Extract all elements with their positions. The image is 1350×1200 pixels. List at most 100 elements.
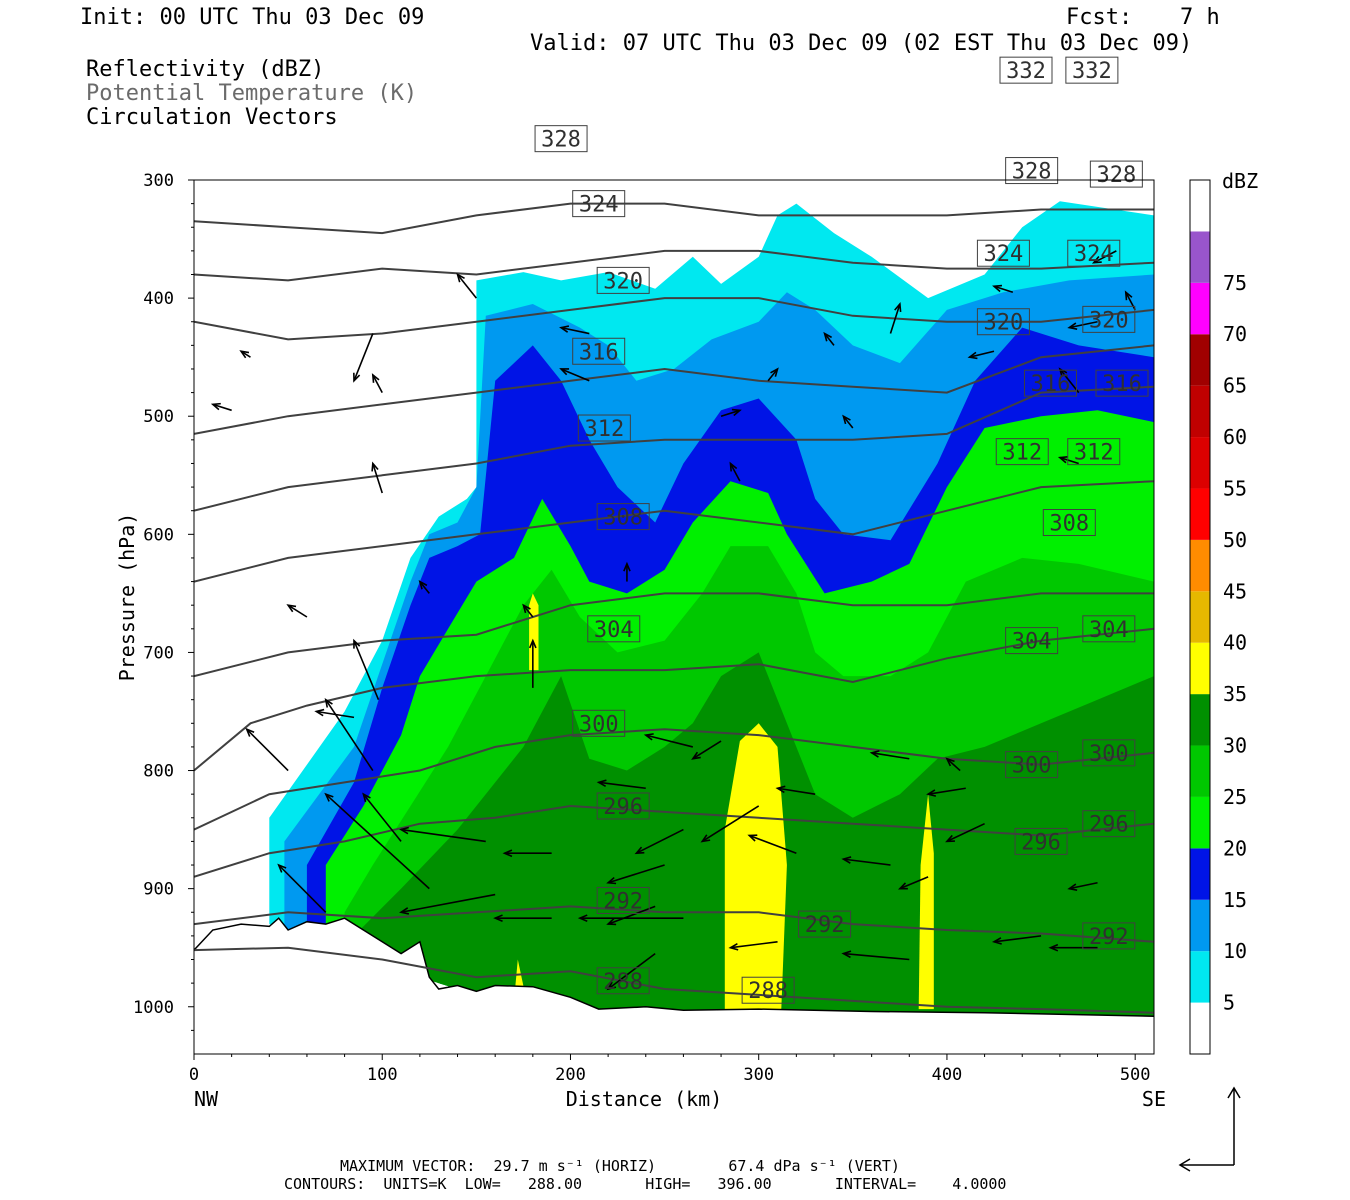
theta-label: 320 <box>603 269 643 294</box>
circulation-vector <box>1058 367 1080 394</box>
theta-contour-312 <box>194 480 1154 583</box>
y-tick-label: 500 <box>143 407 174 427</box>
forecast-label: Fcst: <box>1066 5 1133 30</box>
vector-shaft <box>729 463 741 482</box>
vector-head <box>577 914 588 923</box>
vector-shaft <box>969 350 995 358</box>
vector-head <box>634 846 645 855</box>
circulation-vector <box>767 367 779 382</box>
theta-label: 296 <box>1021 830 1061 855</box>
theta-label: 304 <box>594 618 634 643</box>
vector-head <box>528 638 537 649</box>
vector-shaft <box>522 604 534 618</box>
colorbar-box <box>1190 334 1210 386</box>
circulation-vector <box>841 856 891 866</box>
vector-shaft <box>353 640 380 700</box>
vector-head <box>418 579 428 590</box>
x-tick-label: 200 <box>555 1065 586 1085</box>
vector-head <box>643 733 654 741</box>
theta-label-box <box>1023 369 1077 397</box>
vector-shaft <box>1093 250 1117 264</box>
theta-label: 292 <box>603 889 643 914</box>
vector-head <box>286 604 297 613</box>
plot-frame <box>193 179 1155 1055</box>
colorbar-box <box>1190 1002 1210 1054</box>
circulation-vector <box>210 402 232 412</box>
vector-head <box>502 849 513 858</box>
y-tick-label: 700 <box>143 643 174 663</box>
theta-label: 332 <box>1072 59 1112 84</box>
circulation-vector <box>353 638 380 700</box>
colorbar-box <box>1190 951 1210 1003</box>
theta-label-box <box>572 709 626 737</box>
circulation-vector <box>1091 250 1117 264</box>
vector-shaft <box>1125 291 1136 311</box>
theta-label-box <box>1014 827 1068 855</box>
vector-head <box>841 856 852 864</box>
colorbar-level-label: 25 <box>1223 785 1247 809</box>
theta-label-box <box>596 503 650 531</box>
contours-note: CONTOURS: UNITS=K LOW= 288.00 HIGH= 396.… <box>284 1175 1007 1193</box>
circulation-vector <box>897 876 929 890</box>
field-theta: Potential Temperature (K) <box>86 81 418 106</box>
vector-scale-icon <box>1178 1086 1241 1172</box>
circulation-vector <box>362 792 402 842</box>
theta-label-box <box>596 967 650 995</box>
theta-contour-316 <box>194 385 1154 512</box>
theta-label-box <box>1082 615 1136 643</box>
theta-label: 308 <box>1049 512 1089 537</box>
colorbar-box <box>1190 539 1210 592</box>
vector-head <box>1057 455 1068 464</box>
colorbar-box <box>1190 180 1210 232</box>
vector-head <box>823 331 832 342</box>
vector-shaft <box>1069 320 1098 329</box>
circulation-vector <box>992 284 1014 293</box>
vector-shaft <box>927 787 966 795</box>
x-tick-label: 300 <box>743 1065 774 1085</box>
terrain-layer <box>194 917 1154 1054</box>
vector-shaft <box>372 374 383 393</box>
vector-head <box>1058 367 1068 377</box>
vector-shaft <box>400 893 496 914</box>
vector-head <box>324 792 334 802</box>
circulation-vector <box>775 785 816 795</box>
vector-head <box>456 272 465 283</box>
theta-label-box <box>999 56 1053 84</box>
vector-head <box>869 750 880 758</box>
theta-contour-320 <box>194 344 1154 435</box>
colorbar-level-label: 55 <box>1223 476 1247 500</box>
x-right-label: SE <box>1142 1087 1166 1111</box>
theta-label-box <box>1082 922 1136 950</box>
circulation-vector <box>577 914 684 923</box>
y-tick-label: 600 <box>143 525 174 545</box>
circulation-vector <box>1067 320 1098 330</box>
vector-head <box>314 708 325 717</box>
field-vectors: Circulation Vectors <box>86 105 338 130</box>
vector-shaft <box>1059 368 1080 394</box>
colorbar-box <box>1190 848 1210 900</box>
circulation-vector <box>1057 455 1079 465</box>
below-ground-mask <box>194 918 1154 1054</box>
vector-head <box>522 603 531 614</box>
vector-head <box>775 785 786 794</box>
vector-shaft <box>701 805 760 843</box>
vector-shaft <box>353 333 374 382</box>
theta-label-box <box>596 266 650 294</box>
circulation-vector <box>277 863 327 913</box>
theta-label-box <box>534 125 588 153</box>
theta-label: 292 <box>1089 925 1129 950</box>
vector-head <box>559 325 570 333</box>
circulation-vector <box>634 828 684 855</box>
vector-head <box>747 834 758 842</box>
init-time: Init: 00 UTC Thu 03 Dec 09 <box>80 5 425 30</box>
vector-head <box>770 367 779 377</box>
colorbar-level-label: 70 <box>1223 322 1247 346</box>
colorbar-box <box>1190 282 1210 335</box>
vector-shaft <box>1059 456 1079 465</box>
theta-label-box <box>1067 438 1121 466</box>
reflectivity-region-35dbz <box>529 593 539 671</box>
colorbar-box <box>1190 488 1210 540</box>
theta-label: 300 <box>579 712 619 737</box>
x-tick-label: 0 <box>189 1065 199 1085</box>
